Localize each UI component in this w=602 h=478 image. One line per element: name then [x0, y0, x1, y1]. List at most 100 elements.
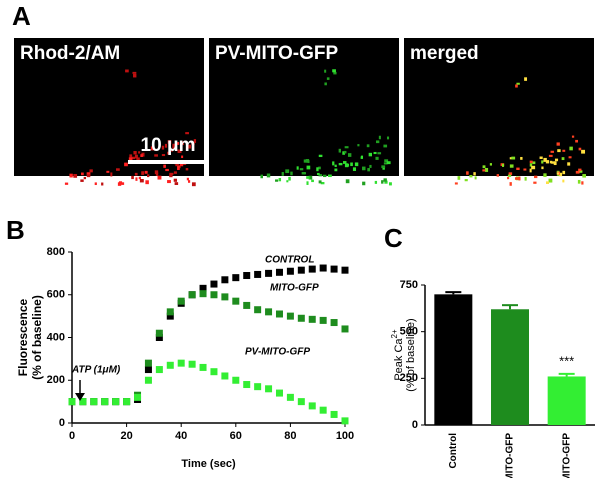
cell-speck	[133, 151, 137, 155]
cell-speck	[281, 172, 284, 176]
scale-bar-label: 10 μm	[141, 135, 196, 156]
data-point	[232, 376, 240, 384]
cell-speck	[520, 156, 523, 160]
cell-speck	[578, 170, 583, 173]
cell-speck	[347, 153, 352, 157]
data-point	[123, 398, 131, 406]
cell-speck	[558, 172, 563, 177]
data-point	[166, 312, 174, 320]
cell-speck	[266, 173, 271, 178]
cell-speck	[529, 160, 533, 164]
cell-speck	[375, 156, 379, 160]
cell-speck	[288, 176, 291, 181]
data-point	[112, 398, 120, 406]
cell-speck	[582, 174, 586, 178]
cell-speck	[362, 181, 366, 186]
cell-speck	[334, 168, 338, 172]
cell-speck	[354, 162, 359, 167]
data-point	[319, 264, 327, 272]
data-point	[243, 272, 251, 280]
cell-speck	[138, 151, 141, 154]
cell-speck	[133, 74, 137, 78]
cell-speck	[157, 175, 162, 180]
cell-speck	[161, 145, 165, 150]
cell-speck	[187, 144, 192, 149]
cell-speck	[496, 174, 499, 177]
cell-speck	[375, 140, 380, 144]
cell-speck	[316, 167, 319, 172]
y-axis-label: (% of baseline)	[30, 295, 44, 380]
cell-speck	[466, 171, 469, 175]
cell-speck	[539, 156, 543, 160]
data-point	[90, 398, 98, 406]
cell-speck	[299, 168, 304, 171]
x-tick-label: Control	[448, 433, 459, 469]
y-axis-label-superscript: 2+	[390, 329, 399, 338]
cell-speck	[260, 174, 264, 179]
y-axis-label: Fluorescence	[16, 298, 30, 376]
cell-speck	[581, 181, 584, 185]
cell-speck	[533, 181, 537, 184]
cell-speck	[342, 151, 345, 155]
cell-speck	[509, 182, 512, 186]
data-point	[275, 268, 283, 276]
cell-speck	[326, 77, 330, 80]
cell-speck	[384, 159, 389, 163]
cell-speck	[275, 179, 279, 182]
cell-speck	[177, 149, 182, 154]
x-tick-label: 0	[69, 430, 75, 442]
cell-speck	[344, 163, 349, 168]
cell-speck	[81, 172, 84, 176]
data-point	[210, 280, 218, 288]
cell-speck	[378, 135, 381, 140]
cell-speck	[546, 181, 549, 184]
data-point	[232, 274, 240, 282]
cell-speck	[350, 162, 353, 167]
cell-speck	[308, 175, 313, 180]
cell-speck	[489, 163, 493, 166]
data-point	[199, 290, 207, 298]
micrograph	[209, 38, 399, 176]
cell-speck	[543, 157, 547, 162]
cell-speck	[531, 165, 536, 170]
cell-speck	[464, 179, 468, 182]
cell-speck	[516, 167, 520, 171]
cell-speck	[333, 71, 337, 75]
cell-speck	[516, 82, 520, 85]
series-label: CONTROL	[265, 255, 314, 266]
cell-speck	[167, 180, 171, 184]
micrographs: Rhod-2/AM PV-MITO-GFP merged	[14, 38, 594, 187]
cell-speck	[346, 163, 350, 167]
cell-speck	[514, 177, 519, 180]
cell-speck	[388, 182, 392, 186]
cell-speck	[301, 172, 306, 175]
cell-speck	[185, 168, 189, 171]
cell-speck	[318, 166, 321, 170]
cell-speck	[110, 172, 113, 177]
cell-speck	[305, 159, 310, 163]
cell-speck	[473, 172, 476, 176]
series-label: MITO-GFP	[270, 283, 319, 294]
cell-speck	[306, 181, 309, 185]
cell-speck	[577, 179, 581, 184]
cell-speck	[134, 154, 138, 159]
cell-speck	[134, 172, 138, 176]
cell-speck	[303, 159, 308, 163]
cell-speck	[144, 170, 148, 174]
cell-speck	[296, 166, 299, 170]
cell-speck	[545, 160, 550, 164]
cell-speck	[179, 162, 184, 167]
cell-speck	[64, 182, 69, 185]
cell-speck	[562, 179, 565, 183]
cell-speck	[381, 165, 386, 169]
cell-speck	[518, 176, 521, 181]
cell-speck	[508, 172, 513, 176]
cell-speck	[332, 69, 336, 73]
cell-speck	[83, 176, 87, 180]
cell-speck	[285, 169, 290, 174]
data-point	[275, 310, 283, 318]
cell-speck	[320, 181, 325, 185]
bar	[547, 376, 586, 425]
cell-speck	[382, 167, 385, 170]
cell-speck	[318, 180, 322, 184]
